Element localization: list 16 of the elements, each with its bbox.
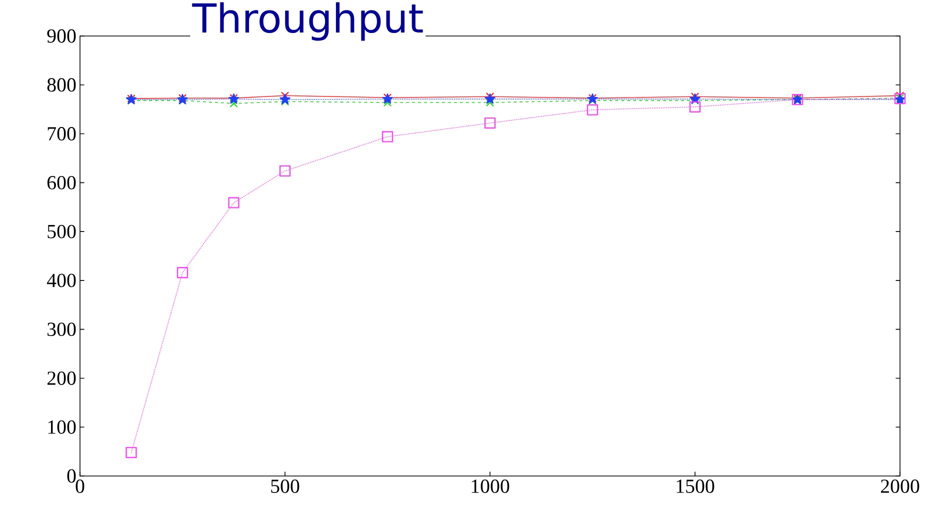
y-tick-label: 200	[47, 372, 76, 385]
y-tick-label: 800	[47, 78, 76, 92]
y-tick-label: 100	[48, 420, 76, 434]
x-tick-label: 1500	[676, 480, 714, 493]
x-tick-label: 500	[271, 480, 300, 493]
y-tick-label: 300	[48, 322, 76, 336]
x-tick-label: 0	[76, 480, 84, 493]
x-tick-label: 2000	[880, 480, 920, 493]
chart-title: Throughput	[192, 2, 423, 41]
y-tick-label: 400	[46, 274, 76, 288]
y-tick-label: 700	[48, 127, 76, 140]
x-tick-label: 1000	[472, 480, 510, 493]
y-tick-label: 600	[47, 176, 76, 190]
y-tick-label: 500	[48, 224, 76, 238]
y-tick-label: 900	[47, 29, 76, 43]
y-tick-label: 0	[67, 469, 76, 483]
